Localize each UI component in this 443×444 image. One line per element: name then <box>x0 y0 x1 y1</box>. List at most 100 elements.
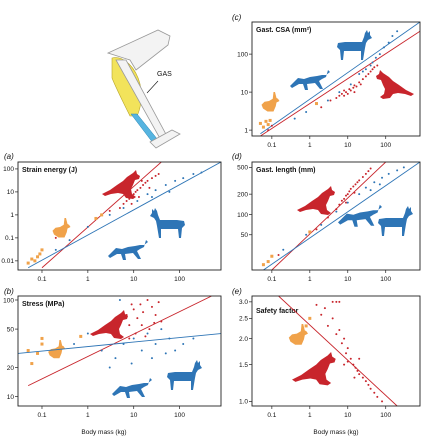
red-regression-line <box>27 296 212 387</box>
cheetah-icon <box>108 240 148 260</box>
data-point <box>94 216 98 220</box>
x-tick-label: 0.1 <box>37 276 46 283</box>
data-point <box>373 66 376 69</box>
data-point <box>40 336 44 340</box>
data-point <box>335 300 338 303</box>
data-point <box>349 357 352 360</box>
data-point <box>315 228 318 231</box>
data-point <box>374 56 377 59</box>
data-point <box>345 194 348 197</box>
y-tick-label: 2.0 <box>239 336 248 343</box>
data-point <box>354 366 357 369</box>
x-tick-label: 10 <box>344 142 352 149</box>
kangaroo-icon <box>376 70 414 99</box>
plot-frame <box>251 295 421 407</box>
data-point <box>364 380 367 383</box>
data-point <box>108 213 111 216</box>
x-tick-label: 10 <box>344 276 352 283</box>
data-point <box>369 189 372 192</box>
data-point <box>36 255 40 259</box>
x-tick-label: 1 <box>308 142 312 149</box>
panel-title: Gast. length (mm) <box>256 167 316 174</box>
data-point <box>164 183 167 186</box>
x-tick-label: 100 <box>380 412 391 419</box>
data-point <box>358 81 361 84</box>
data-point <box>146 299 149 301</box>
data-point <box>391 34 394 37</box>
data-point <box>396 169 399 172</box>
data-point <box>331 317 334 320</box>
data-point <box>323 307 326 310</box>
data-point <box>174 349 177 352</box>
data-point <box>174 179 177 182</box>
data-point <box>154 313 157 316</box>
data-point <box>326 99 329 102</box>
data-point <box>335 210 338 213</box>
data-point <box>373 391 376 394</box>
data-point <box>335 208 338 211</box>
y-tick-label: 1.0 <box>239 399 248 406</box>
data-point <box>86 225 89 228</box>
x-tick-label: 1 <box>308 412 312 419</box>
cheetah-icon <box>338 204 382 227</box>
x-tick-label: 1 <box>86 412 90 419</box>
x-tick-label: 0.1 <box>267 412 276 419</box>
plot-frame <box>251 161 421 271</box>
data-point <box>153 321 156 324</box>
data-point <box>305 233 308 236</box>
data-point <box>270 254 274 258</box>
data-point <box>340 199 343 202</box>
data-point <box>73 343 76 346</box>
data-point <box>200 171 203 174</box>
foot-bone <box>149 129 181 149</box>
data-point <box>356 369 359 372</box>
plot-area <box>26 162 221 269</box>
data-point <box>343 363 346 366</box>
x-tick-label: 100 <box>380 142 391 149</box>
x-tick-label: 1 <box>308 276 312 283</box>
plot-frame <box>17 161 222 271</box>
data-point <box>108 209 111 212</box>
data-point <box>361 70 364 73</box>
y-tick-label: 100 <box>3 297 14 304</box>
data-point <box>353 191 356 194</box>
x-tick-label: 10 <box>344 412 352 419</box>
y-tick-label: 100 <box>237 212 248 219</box>
data-point <box>345 91 348 94</box>
data-point <box>108 328 111 331</box>
data-point <box>346 201 349 204</box>
data-point <box>353 84 356 87</box>
data-point <box>382 46 385 49</box>
data-point <box>79 334 83 338</box>
data-point <box>157 301 160 304</box>
data-point <box>136 200 139 203</box>
data-point <box>30 362 34 366</box>
y-tick-label: 100 <box>3 166 14 173</box>
data-point <box>358 72 361 75</box>
data-point <box>114 357 117 360</box>
data-point <box>150 305 153 308</box>
data-point <box>192 173 195 176</box>
panel-label: (c) <box>232 13 242 22</box>
y-tick-label: 0.01 <box>1 258 14 265</box>
data-point <box>378 53 381 56</box>
data-point <box>144 181 147 184</box>
kangaroo-icon <box>102 170 140 199</box>
y-tick-label: 50 <box>241 232 249 239</box>
data-point <box>54 248 57 251</box>
panel-d: (d) Gast. length (mm) 0.1 1 10 100 50 100 200 5… <box>232 152 421 283</box>
data-point <box>160 328 163 331</box>
data-point <box>352 86 355 89</box>
data-point <box>361 175 364 178</box>
data-point <box>367 72 370 75</box>
data-point <box>118 320 121 323</box>
data-point <box>100 349 103 352</box>
data-point <box>304 324 308 328</box>
leg-diagram: GAS <box>106 29 181 149</box>
data-point <box>358 357 361 360</box>
x-tick-label: 100 <box>380 276 391 283</box>
data-point <box>387 41 390 44</box>
data-point <box>146 179 149 182</box>
femur-bone <box>106 29 171 71</box>
y-tick-label: 10 <box>241 89 249 96</box>
